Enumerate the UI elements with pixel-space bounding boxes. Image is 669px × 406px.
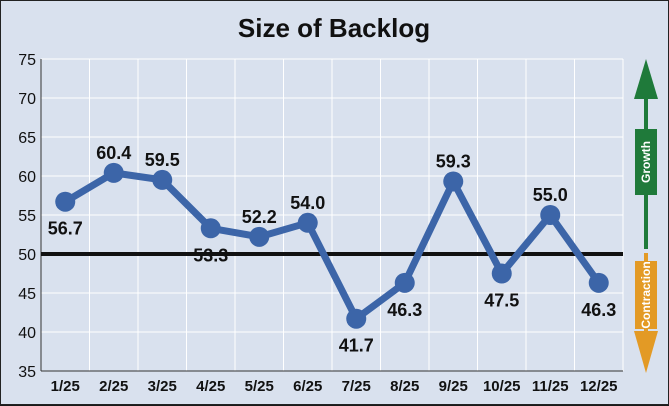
up-arrow-icon	[634, 59, 658, 99]
growth-box	[635, 129, 657, 195]
chart-title: Size of Backlog	[238, 13, 430, 43]
y-tick-label: 45	[18, 286, 36, 303]
y-tick-label: 50	[18, 247, 36, 264]
y-axis: 35 40 45 50 55 60 65 70 75	[18, 52, 36, 381]
data-label: 46.3	[581, 300, 616, 320]
series-backlog	[55, 162, 609, 329]
data-point	[200, 218, 221, 239]
contraction-label: Contraction	[639, 261, 653, 328]
grid	[40, 58, 624, 372]
data-label: 41.7	[339, 336, 374, 356]
growth-label: Growth	[639, 141, 653, 183]
x-tick-label: 6/25	[293, 378, 322, 395]
data-point	[152, 169, 173, 190]
contraction-box	[635, 261, 657, 329]
data-label: 59.5	[145, 150, 180, 170]
x-tick-label: 7/25	[342, 378, 371, 395]
data-point	[55, 191, 76, 212]
data-point	[394, 272, 415, 293]
x-axis: 1/25 2/25 3/25 4/25 5/25 6/25 7/25 8/25 9/25 10/2…	[51, 378, 618, 395]
data-label: 46.3	[387, 300, 422, 320]
data-point	[588, 272, 609, 293]
data-label: 55.0	[533, 185, 568, 205]
data-label: 60.4	[96, 143, 131, 163]
y-tick-label: 55	[18, 208, 36, 225]
growth-contraction-indicator: Growth Contraction	[634, 59, 658, 373]
x-tick-label: 2/25	[99, 378, 128, 395]
data-point	[540, 205, 561, 225]
down-arrow-icon	[634, 331, 658, 373]
data-point	[443, 171, 464, 192]
y-tick-label: 40	[18, 325, 36, 342]
data-point	[103, 162, 124, 183]
data-label: 52.2	[242, 207, 277, 227]
x-tick-label: 5/25	[245, 378, 274, 395]
x-tick-label: 8/25	[390, 378, 419, 395]
data-point	[491, 263, 512, 284]
x-tick-label: 4/25	[196, 378, 225, 395]
data-label: 54.0	[290, 193, 325, 213]
data-label: 56.7	[48, 219, 83, 239]
y-tick-label: 70	[18, 91, 36, 108]
data-point	[249, 226, 270, 247]
data-label: 47.5	[484, 291, 519, 311]
data-point	[297, 212, 318, 233]
y-tick-label: 65	[18, 130, 36, 147]
x-tick-label: 3/25	[148, 378, 177, 395]
y-tick-label: 75	[18, 52, 36, 69]
x-tick-label: 12/25	[580, 378, 618, 395]
data-labels: 56.7 60.4 59.5 53.3 52.2 54.0 41.7 46.3 59.3 47.5…	[48, 143, 617, 356]
y-tick-label: 60	[18, 169, 36, 186]
x-tick-label: 11/25	[532, 378, 569, 395]
data-label: 53.3	[193, 245, 228, 265]
x-tick-label: 1/25	[51, 378, 80, 395]
y-tick-label: 35	[18, 364, 36, 381]
x-tick-label: 10/25	[483, 378, 521, 395]
data-point	[346, 308, 367, 329]
data-label: 59.3	[436, 151, 471, 171]
x-tick-label: 9/25	[439, 378, 468, 395]
